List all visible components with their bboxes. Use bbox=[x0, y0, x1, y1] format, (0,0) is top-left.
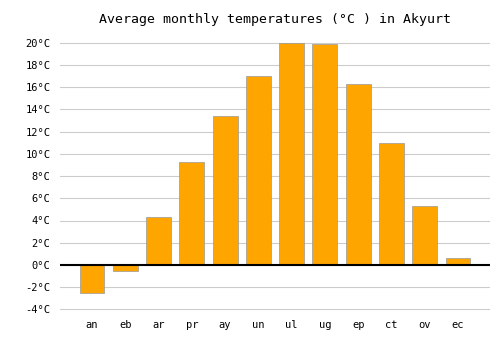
Bar bbox=[346, 84, 370, 265]
Bar bbox=[80, 265, 104, 293]
Bar bbox=[146, 217, 171, 265]
Bar bbox=[113, 265, 138, 271]
Bar bbox=[312, 44, 338, 265]
Title: Average monthly temperatures (°C ) in Akyurt: Average monthly temperatures (°C ) in Ak… bbox=[99, 13, 451, 26]
Bar bbox=[246, 76, 271, 265]
Bar bbox=[279, 43, 304, 265]
Bar bbox=[412, 206, 437, 265]
Bar bbox=[446, 258, 470, 265]
Bar bbox=[212, 116, 238, 265]
Bar bbox=[379, 143, 404, 265]
Bar bbox=[180, 162, 204, 265]
